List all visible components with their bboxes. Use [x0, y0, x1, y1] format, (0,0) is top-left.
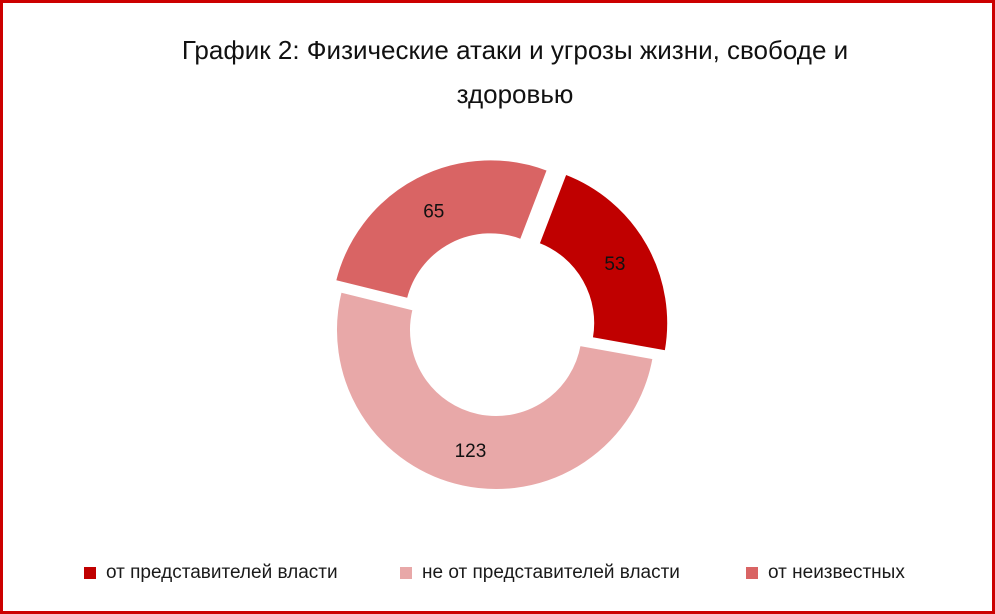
data-label-non-authorities: 123 [455, 441, 487, 462]
legend: от представителей власти не от представи… [0, 562, 995, 590]
slice-authorities [537, 172, 670, 353]
legend-swatch-unknown [746, 567, 758, 579]
legend-item-authorities: от представителей власти [84, 562, 338, 584]
legend-swatch-authorities [84, 567, 96, 579]
legend-swatch-non-authorities [400, 567, 412, 579]
legend-item-non-authorities: не от представителей власти [400, 562, 680, 584]
legend-label-non-authorities: не от представителей власти [422, 562, 680, 583]
legend-label-authorities: от представителей власти [106, 562, 338, 583]
chart-title: График 2: Физические атаки и угрозы жизн… [181, 35, 849, 109]
legend-label-unknown: от неизвестных [768, 562, 905, 583]
slice-unknown [333, 158, 550, 301]
data-label-authorities: 53 [604, 254, 625, 275]
data-label-unknown: 65 [423, 202, 444, 223]
legend-item-unknown: от неизвестных [746, 562, 905, 584]
slice-non-authorities [335, 290, 655, 491]
